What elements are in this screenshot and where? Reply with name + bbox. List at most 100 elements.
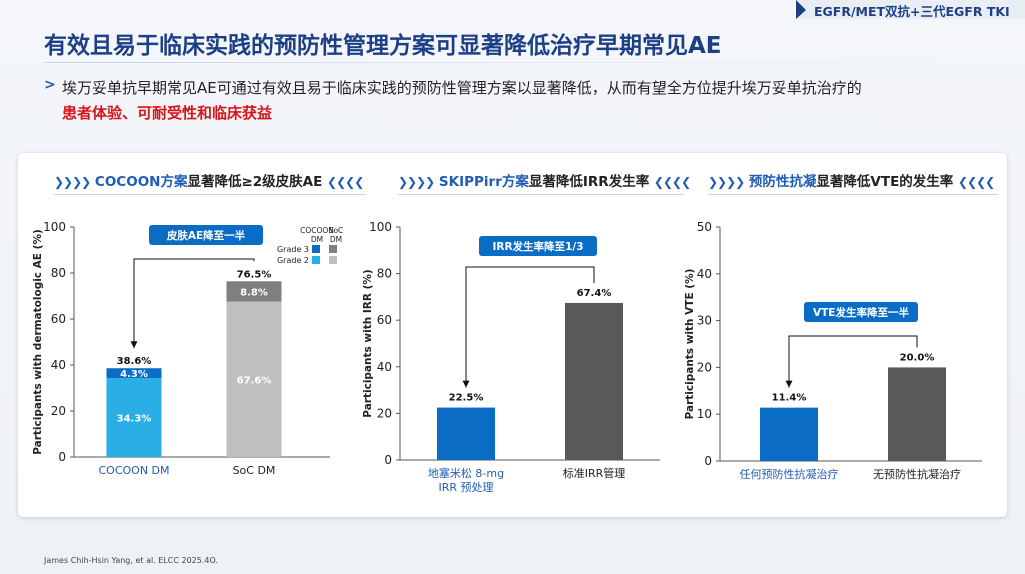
bar-segment-label: 34.3% <box>117 414 152 425</box>
section-divider <box>398 194 684 195</box>
y-tick-label: 30 <box>697 314 712 328</box>
callout-badge <box>149 225 263 245</box>
callout-badge-text: IRR发生率降至1/3 <box>492 240 583 253</box>
double-chevron-right-icon: ❯❯❯❯ <box>54 175 91 189</box>
x-category-label: 任何预防性抗凝治疗 <box>740 467 839 481</box>
bar <box>760 407 818 461</box>
legend-swatch <box>329 256 337 264</box>
section-header-skippirr: ❯❯❯❯ SKIPPirr方案显著降低IRR发生率 ❮❮❮❮ <box>398 170 691 190</box>
y-tick-label: 0 <box>704 454 712 468</box>
bar-segment-label: 67.6% <box>237 375 272 386</box>
section-divider <box>54 194 366 195</box>
y-tick-label: 20 <box>51 404 66 418</box>
bar-segment <box>226 281 282 302</box>
bullet-highlight-text: 患者体验、可耐受性和临床获益 <box>62 104 273 122</box>
top-tag-text: EGFR/MET双抗+三代EGFR TKI <box>814 4 1010 19</box>
bar-segment <box>106 378 162 457</box>
y-tick-label: 100 <box>43 220 66 234</box>
y-tick-label: 20 <box>697 360 712 374</box>
double-chevron-right-icon: ❯❯❯❯ <box>708 175 745 189</box>
bar <box>565 302 623 460</box>
x-category-label: IRR 预处理 <box>438 481 493 494</box>
section-header-dark: 显著降低VTE的发生率 <box>816 174 954 190</box>
legend-column-header: COCOON <box>300 226 334 235</box>
y-tick-label: 40 <box>697 267 712 281</box>
x-category-label: 无预防性抗凝治疗 <box>873 467 961 481</box>
bullet-main-text: 埃万妥单抗早期常见AE可通过有效且易于临床实践的预防性管理方案以显著降低，从而有… <box>62 79 862 97</box>
summary-bullet: 埃万妥单抗早期常见AE可通过有效且易于临床实践的预防性管理方案以显著降低，从而有… <box>62 76 992 126</box>
legend-column-header: SoC <box>329 226 344 235</box>
y-tick-label: 0 <box>384 453 392 467</box>
double-chevron-left-icon: ❮❮❮❮ <box>958 175 995 189</box>
title-divider <box>44 62 984 63</box>
y-tick-label: 100 <box>369 220 392 234</box>
double-chevron-left-icon: ❮❮❮❮ <box>327 175 364 189</box>
legend-swatch <box>312 245 320 253</box>
footnote-reference: James Chih-Hsin Yang, et al. ELCC 2025.4… <box>44 556 219 565</box>
bar-segment <box>106 368 162 379</box>
double-chevron-left-icon: ❮❮❮❮ <box>653 175 691 189</box>
bar-value-label: 67.4% <box>577 288 612 299</box>
legend-label: Grade 2 <box>277 256 309 265</box>
y-axis-label: Participants with VTE (%) <box>684 269 696 420</box>
bar-value-label: 11.4% <box>772 393 807 404</box>
charts-panel <box>18 153 1007 517</box>
y-tick-label: 0 <box>58 450 66 464</box>
chart-vte: 0 10 20 30 40 50 Participants with VTE (%) 11.4… <box>684 220 982 481</box>
bar-value-label: 20.0% <box>900 352 935 363</box>
bar-total-label: 76.5% <box>237 269 272 280</box>
section-header-blue: COCOON方案 <box>94 174 188 190</box>
y-tick-label: 10 <box>697 407 712 421</box>
callout-badge <box>804 302 918 322</box>
section-header-blue: SKIPPirr方案 <box>438 174 529 190</box>
x-category-label: 地塞米松 8-mg <box>428 466 504 480</box>
bar <box>888 367 946 461</box>
y-tick-label: 60 <box>51 312 66 326</box>
bar-segment-label: 4.3% <box>120 369 148 380</box>
bar-segment <box>226 301 282 457</box>
x-category-label: SoC DM <box>233 464 276 477</box>
page-title: 有效且易于临床实践的预防性管理方案可显著降低治疗早期常见AE <box>44 33 722 59</box>
legend-column-header: DM <box>330 235 342 244</box>
top-section-tag: EGFR/MET双抗+三代EGFR TKI <box>796 0 1025 19</box>
y-tick-label: 50 <box>697 220 712 234</box>
section-header-dark: 显著降低IRR发生率 <box>528 174 650 190</box>
chart-irr: 0 20 40 60 80 100 Participants with IRR (%) 22.… <box>362 220 660 494</box>
chevron-right-icon <box>796 0 806 19</box>
y-tick-label: 80 <box>377 267 392 281</box>
section-header-cocoon: ❯❯❯❯ COCOON方案显著降低≥2级皮肤AE ❮❮❮❮ <box>54 170 364 190</box>
section-divider <box>708 194 998 195</box>
callout-badge-text: VTE发生率降至一半 <box>813 306 909 319</box>
bar-value-label: 22.5% <box>449 393 484 404</box>
y-axis-label: Participants with IRR (%) <box>362 269 374 417</box>
callout-bracket <box>133 258 255 349</box>
bullet-arrow-icon: > <box>44 77 56 93</box>
section-header-vte: ❯❯❯❯ 预防性抗凝显著降低VTE的发生率 ❮❮❮❮ <box>708 170 995 190</box>
legend-label: Grade 3 <box>277 245 309 254</box>
legend-swatch <box>329 245 337 253</box>
y-tick-label: 20 <box>377 406 392 420</box>
arrow-head-icon <box>785 380 793 388</box>
arrow-head-icon <box>462 380 470 388</box>
double-chevron-right-icon: ❯❯❯❯ <box>398 175 435 189</box>
y-axis-label: Participants with dermatologic AE (%) <box>32 229 44 455</box>
section-header-blue: 预防性抗凝 <box>748 174 817 190</box>
arrow-head-icon <box>130 341 138 349</box>
legend-column-header: DM <box>311 235 323 244</box>
x-category-label: COCOON DM <box>98 464 169 477</box>
bar-total-label: 38.6% <box>117 356 152 367</box>
legend-swatch <box>312 256 320 264</box>
x-category-label: 标准IRR管理 <box>563 466 626 480</box>
bar-segment-label: 8.8% <box>240 287 268 298</box>
y-tick-label: 60 <box>377 313 392 327</box>
bar <box>437 407 495 460</box>
callout-bracket <box>465 266 595 388</box>
callout-badge <box>479 236 597 256</box>
y-tick-label: 40 <box>51 358 66 372</box>
y-tick-label: 80 <box>51 266 66 280</box>
section-header-dark: 显著降低≥2级皮肤AE <box>187 174 323 190</box>
callout-badge-text: 皮肤AE降至一半 <box>166 229 246 242</box>
callout-bracket <box>788 335 918 388</box>
y-tick-label: 40 <box>377 360 392 374</box>
